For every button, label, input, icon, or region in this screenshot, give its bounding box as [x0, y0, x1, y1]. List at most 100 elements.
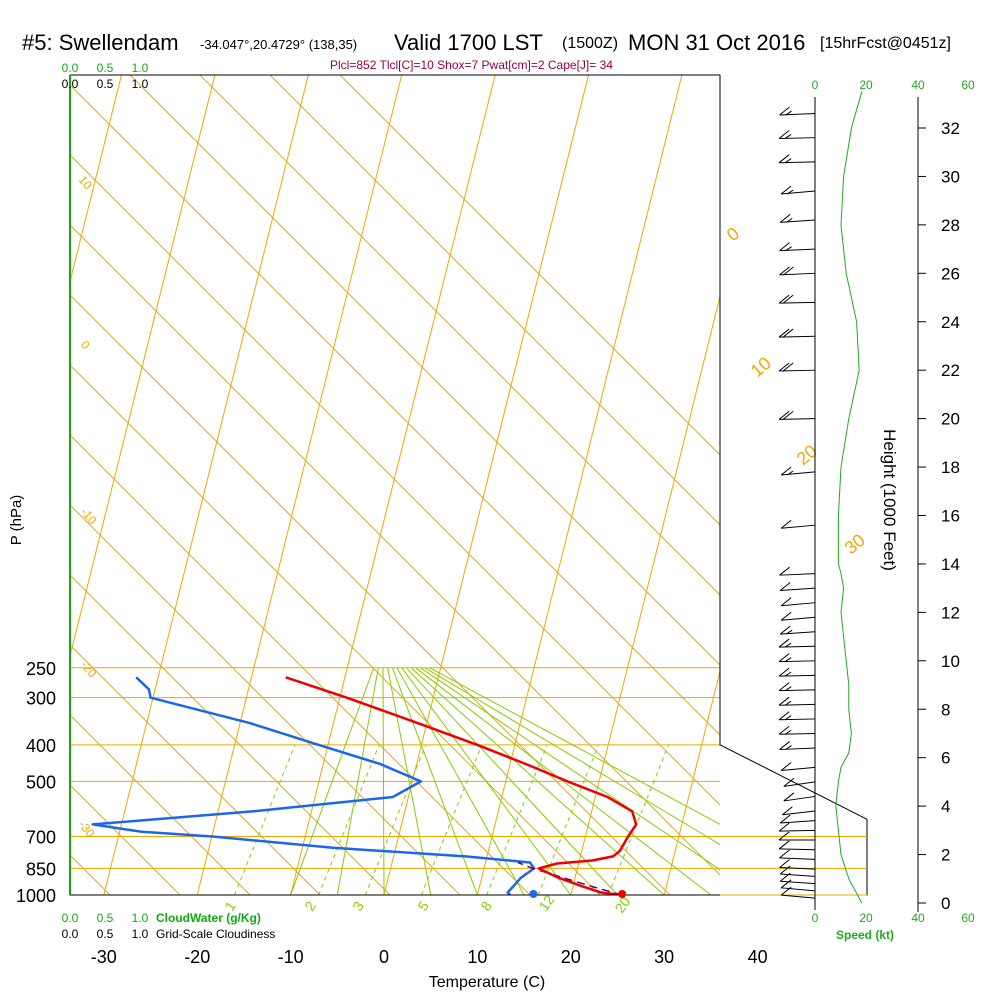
dry-adiabat-line	[70, 364, 601, 895]
isotherm-label: -20	[78, 658, 100, 681]
wind-barb-flag	[779, 242, 790, 252]
wind-barb	[780, 519, 816, 529]
wind-barb-half-flag	[785, 745, 792, 750]
cloud-water-tick-bottom: 0.5	[97, 911, 114, 925]
wind-barb-flag	[778, 154, 790, 164]
wind-barb-half-flag	[784, 657, 792, 663]
wind-barb-flag	[783, 778, 795, 787]
pressure-axis-label: P (hPa)	[8, 495, 25, 546]
wind-barb-half-flag	[784, 686, 792, 692]
wind-barb	[780, 879, 816, 892]
wind-barb-flag	[778, 667, 790, 677]
dry-adiabat-line	[70, 224, 720, 876]
wind-barb-flag	[778, 696, 790, 706]
wind-barb	[778, 638, 816, 648]
valid-date: MON 31 Oct 2016	[628, 30, 806, 55]
wind-barb	[778, 154, 816, 164]
wind-barb-flag	[779, 566, 790, 576]
wind-barb-flag	[780, 597, 792, 607]
moist-adiabat-line	[406, 667, 618, 895]
wind-barb	[780, 762, 816, 771]
wind-barb-staff	[779, 161, 816, 164]
wind-barb	[778, 130, 816, 139]
wind-barb	[778, 682, 816, 692]
isotherm-label: 0	[723, 223, 744, 245]
isotherm-line	[103, 75, 309, 895]
speed-tick-top: 20	[859, 78, 873, 92]
wind-barb-flag	[779, 814, 791, 824]
pressure-tick-label: 1000	[16, 886, 56, 906]
temperature-tick-label: 0	[379, 947, 389, 967]
dry-adiabat-line	[70, 434, 531, 895]
dry-adiabat-line	[70, 294, 671, 895]
wind-barb-staff	[781, 887, 816, 892]
isotherm-line	[851, 75, 1000, 895]
wind-barb-half-flag	[785, 246, 792, 252]
cloudiness-label: Grid-Scale Cloudiness	[156, 927, 275, 941]
wind-barb-staff	[781, 471, 816, 476]
wind-barb-flag	[778, 682, 790, 692]
moist-adiabat-line	[429, 667, 720, 825]
temperature-tick-label: -10	[278, 947, 304, 967]
wind-barb-flag	[780, 611, 792, 621]
wind-barb-flag	[779, 213, 791, 223]
moist-adiabat-line	[410, 667, 665, 895]
plot-area	[70, 75, 1000, 895]
wind-barb-staff	[779, 248, 816, 252]
wind-barb	[779, 865, 816, 877]
mixing-ratio-line	[318, 744, 380, 895]
surface-dewpoint-dot	[529, 890, 538, 898]
wind-barb-half-flag	[784, 700, 792, 706]
isotherm-line	[663, 669, 720, 895]
pressure-tick-label: 250	[26, 659, 56, 679]
isotherm-label: 20	[793, 441, 821, 469]
wind-barb-flag	[778, 653, 790, 662]
pressure-tick-label: 400	[26, 736, 56, 756]
wind-barb-staff	[779, 573, 816, 576]
wind-barb-staff	[781, 190, 816, 195]
isotherm-label: -10	[78, 505, 100, 528]
wind-barb	[780, 597, 816, 607]
cloudiness-tick-bottom: 0.0	[62, 927, 79, 941]
wind-barb-staff	[781, 766, 816, 771]
wind-barb-staff	[781, 524, 816, 529]
moist-adiabat-line	[391, 667, 478, 895]
station-coords: -34.047°,20.4729° (138,35)	[200, 37, 358, 52]
wind-barb-half-flag	[785, 217, 793, 223]
wind-barb-staff	[779, 660, 816, 663]
wind-barb-half-flag	[784, 729, 792, 735]
speed-tick-bottom: 20	[859, 911, 873, 925]
wind-barb-staff	[779, 689, 816, 692]
wind-barb	[779, 625, 816, 635]
zulu-time: (1500Z)	[562, 35, 619, 52]
wind-barb	[783, 792, 816, 802]
wind-barb-flag	[779, 849, 790, 859]
mixing-ratio-line	[234, 744, 296, 895]
wind-barb-staff	[779, 857, 816, 860]
speed-tick-bottom: 0	[812, 911, 819, 925]
wind-barb-staff	[781, 616, 816, 621]
temperature-tick-label: 10	[467, 947, 487, 967]
wind-barb	[782, 806, 816, 816]
temperature-axis-label: Temperature (C)	[429, 974, 545, 991]
wind-barb-flag	[783, 266, 794, 276]
wind-barb	[779, 582, 816, 591]
moist-adiabat-line	[420, 667, 720, 871]
wind-barb	[779, 566, 816, 576]
height-tick-label: 4	[941, 797, 950, 816]
mixing-ratio-label: 5	[414, 898, 432, 914]
wind-barb	[779, 814, 816, 824]
temperature-line	[285, 676, 638, 895]
surface-temperature-dot	[618, 890, 627, 898]
wind-barb-flag	[778, 130, 790, 139]
wind-barb	[779, 106, 816, 116]
cloud-water-label: CloudWater (g/Kg)	[156, 911, 261, 925]
mixing-ratio-label: 3	[349, 898, 367, 914]
wind-barb-flag	[778, 840, 790, 850]
mixing-ratio-label: 8	[477, 898, 495, 914]
cloud-water-tick-bottom: 0.0	[62, 911, 79, 925]
wind-barb-staff	[779, 369, 816, 372]
height-tick-label: 24	[941, 313, 960, 332]
cloudiness-tick-top: 1.0	[132, 77, 149, 91]
wind-barb-flag	[778, 362, 790, 372]
